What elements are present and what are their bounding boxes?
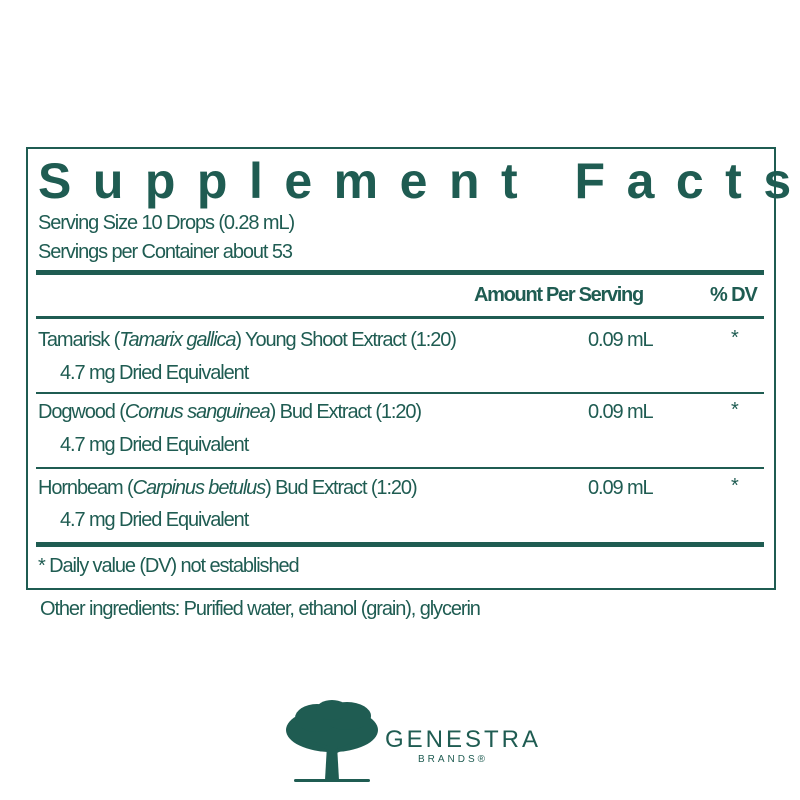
ingredient-name: Tamarisk (Tamarix gallica) Young Shoot E… bbox=[38, 329, 457, 351]
ingredient-dv: * bbox=[731, 399, 739, 421]
ingredient-amount: 0.09 mL bbox=[588, 329, 654, 351]
supplement-facts-panel bbox=[26, 147, 776, 590]
footnote: * Daily value (DV) not established bbox=[38, 555, 300, 577]
ingredient-equivalent: 4.7 mg Dried Equivalent bbox=[60, 362, 249, 384]
divider bbox=[36, 316, 764, 319]
ingredient-equivalent: 4.7 mg Dried Equivalent bbox=[60, 509, 249, 531]
header-amount: Amount Per Serving bbox=[474, 284, 644, 306]
servings-per-container: Servings per Container about 53 bbox=[38, 241, 293, 263]
header-dv: % DV bbox=[710, 284, 758, 306]
ingredient-dv: * bbox=[731, 327, 739, 349]
divider bbox=[36, 392, 764, 394]
ingredient-dv: * bbox=[731, 475, 739, 497]
tree-icon bbox=[286, 700, 378, 782]
ingredient-equivalent: 4.7 mg Dried Equivalent bbox=[60, 434, 249, 456]
ingredient-amount: 0.09 mL bbox=[588, 477, 654, 499]
brand-sub: BRANDS® bbox=[418, 754, 489, 765]
panel-title: Supplement Facts bbox=[38, 153, 800, 209]
ingredient-amount: 0.09 mL bbox=[588, 401, 654, 423]
ingredient-name: Dogwood (Cornus sanguinea) Bud Extract (… bbox=[38, 401, 422, 423]
serving-size: Serving Size 10 Drops (0.28 mL) bbox=[38, 212, 295, 234]
thick-divider bbox=[36, 270, 764, 275]
divider bbox=[36, 467, 764, 469]
thick-divider bbox=[36, 542, 764, 547]
brand-name: GENESTRA bbox=[385, 726, 542, 753]
ingredient-name: Hornbeam (Carpinus betulus) Bud Extract … bbox=[38, 477, 418, 499]
other-ingredients: Other ingredients: Purified water, ethan… bbox=[40, 598, 481, 620]
